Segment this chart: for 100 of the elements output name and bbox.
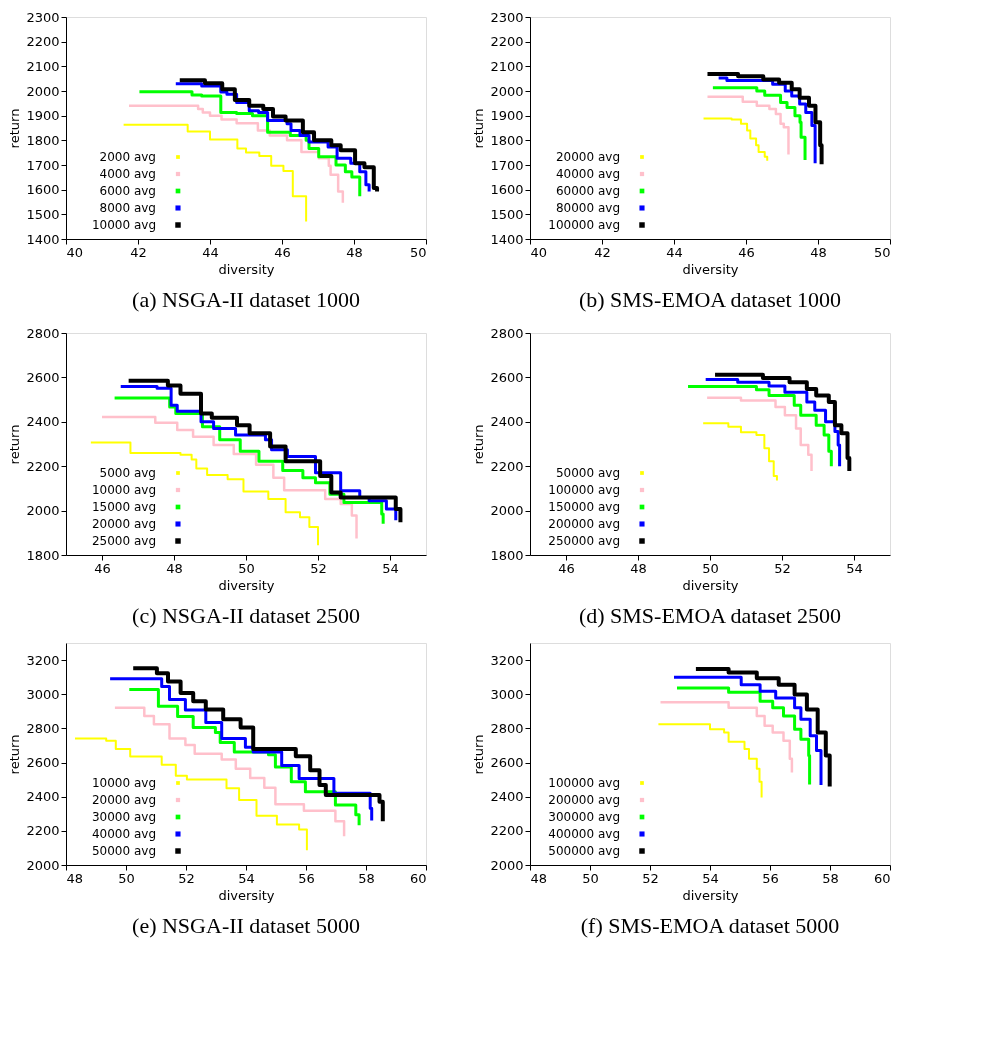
- y-tick-label: 1800: [490, 132, 524, 148]
- legend-label: 8000 avg: [99, 201, 156, 215]
- legend-label: 4000 avg: [99, 167, 156, 181]
- x-axis-title: diversity: [218, 887, 275, 903]
- legend-label: 300000 avg: [548, 810, 620, 824]
- x-tick-label: 54: [382, 560, 399, 576]
- legend-label: 25000 avg: [91, 534, 156, 548]
- x-tick-label: 54: [702, 870, 719, 886]
- y-axis-title: return: [471, 108, 487, 149]
- y-tick-label: 1800: [26, 132, 60, 148]
- x-tick-label: 54: [238, 870, 255, 886]
- y-tick-label: 2000: [490, 857, 524, 873]
- y-axis-title: return: [471, 424, 487, 465]
- x-tick-label: 52: [310, 560, 327, 576]
- x-tick-label: 40: [66, 244, 84, 260]
- y-axis-title: return: [7, 108, 23, 149]
- x-axis-title: diversity: [682, 261, 739, 277]
- x-axis-title: diversity: [218, 261, 275, 277]
- x-tick-label: 48: [346, 244, 363, 260]
- y-tick-label: 1700: [490, 157, 524, 173]
- y-tick-label: 3200: [490, 652, 524, 668]
- y-tick-label: 2300: [490, 9, 524, 25]
- x-tick-label: 50: [118, 870, 135, 886]
- x-tick-label: 50: [702, 560, 719, 576]
- x-tick-label: 50: [238, 560, 255, 576]
- y-tick-label: 2100: [26, 58, 60, 74]
- y-tick-label: 2000: [26, 83, 60, 99]
- legend-label: 30000 avg: [91, 810, 156, 824]
- y-tick-label: 2200: [26, 34, 60, 50]
- y-tick-label: 3200: [26, 652, 60, 668]
- legend-label: 250000 avg: [548, 534, 620, 548]
- y-tick-label: 1600: [490, 182, 524, 198]
- legend-label: 400000 avg: [548, 827, 620, 841]
- x-tick-label: 48: [66, 870, 84, 886]
- x-tick-label: 46: [94, 560, 111, 576]
- y-tick-label: 2200: [490, 823, 524, 839]
- x-tick-label: 46: [274, 244, 291, 260]
- x-tick-label: 42: [130, 244, 147, 260]
- x-tick-label: 50: [409, 244, 427, 260]
- y-tick-label: 1400: [490, 231, 524, 247]
- legend-label: 200000 avg: [548, 517, 620, 531]
- x-axis-title: diversity: [218, 577, 275, 593]
- y-axis-title: return: [471, 734, 487, 775]
- x-tick-label: 56: [762, 870, 779, 886]
- y-tick-label: 1700: [26, 157, 60, 173]
- y-tick-label: 2800: [490, 325, 524, 341]
- legend-label: 50000 avg: [555, 466, 620, 480]
- legend-label: 100000 avg: [548, 218, 620, 232]
- x-tick-label: 50: [873, 244, 891, 260]
- x-tick-label: 40: [530, 244, 548, 260]
- legend-label: 100000 avg: [548, 776, 620, 790]
- y-tick-label: 1900: [490, 108, 524, 124]
- y-tick-label: 1400: [26, 231, 60, 247]
- y-tick-label: 2100: [490, 58, 524, 74]
- y-tick-label: 2800: [490, 720, 524, 736]
- legend-label: 20000 avg: [91, 793, 156, 807]
- x-tick-label: 48: [630, 560, 647, 576]
- x-tick-label: 44: [202, 244, 219, 260]
- legend-label: 80000 avg: [555, 201, 620, 215]
- x-axis-title: diversity: [682, 887, 739, 903]
- x-tick-label: 60: [409, 870, 427, 886]
- y-tick-label: 2200: [26, 458, 60, 474]
- y-tick-label: 1500: [490, 206, 524, 222]
- legend-label: 40000 avg: [555, 167, 620, 181]
- y-tick-label: 2000: [490, 503, 524, 519]
- x-tick-label: 60: [873, 870, 891, 886]
- y-tick-label: 2000: [26, 857, 60, 873]
- y-tick-label: 1500: [26, 206, 60, 222]
- y-tick-label: 2200: [490, 458, 524, 474]
- y-tick-label: 2600: [490, 755, 524, 771]
- text: (e) NSGA-II dataset 5000: [132, 913, 360, 938]
- y-tick-label: 2200: [490, 34, 524, 50]
- y-tick-label: 1600: [26, 182, 60, 198]
- y-tick-label: 2600: [490, 369, 524, 385]
- text: (a) NSGA-II dataset 1000: [132, 287, 360, 312]
- y-tick-label: 2800: [26, 720, 60, 736]
- y-tick-label: 2800: [26, 325, 60, 341]
- y-tick-label: 2300: [26, 9, 60, 25]
- y-tick-label: 2400: [26, 789, 60, 805]
- text: (f) SMS-EMOA dataset 5000: [580, 913, 840, 938]
- y-tick-label: 2600: [26, 369, 60, 385]
- legend-label: 15000 avg: [91, 500, 156, 514]
- legend-label: 6000 avg: [99, 184, 156, 198]
- x-tick-label: 52: [642, 870, 659, 886]
- y-tick-label: 2200: [26, 823, 60, 839]
- y-tick-label: 1800: [490, 547, 524, 563]
- x-tick-label: 50: [582, 870, 599, 886]
- y-tick-label: 1800: [26, 547, 60, 563]
- x-axis-title: diversity: [682, 577, 739, 593]
- legend-label: 60000 avg: [555, 184, 620, 198]
- legend-label: 5000 avg: [99, 466, 156, 480]
- legend-label: 200000 avg: [548, 793, 620, 807]
- legend-label: 40000 avg: [91, 827, 156, 841]
- legend-label: 10000 avg: [91, 483, 156, 497]
- x-tick-label: 52: [774, 560, 791, 576]
- x-tick-label: 42: [594, 244, 611, 260]
- x-tick-label: 46: [558, 560, 575, 576]
- y-tick-label: 1900: [26, 108, 60, 124]
- x-tick-label: 58: [822, 870, 839, 886]
- legend-label: 150000 avg: [548, 500, 620, 514]
